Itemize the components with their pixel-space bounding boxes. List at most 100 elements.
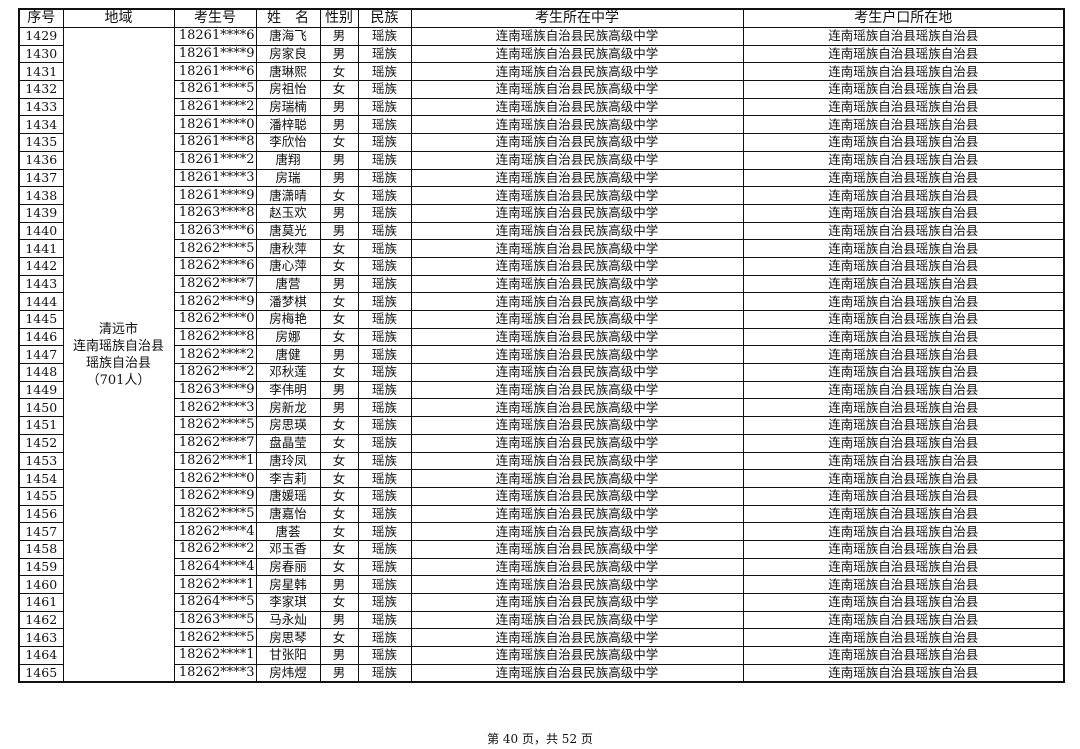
seq-cell: 1435 — [18, 133, 64, 152]
seq-cell: 1456 — [18, 504, 64, 524]
name-cell: 甘张阳 — [255, 646, 321, 665]
ethnicity-cell: 瑶族 — [357, 186, 412, 205]
ethnicity-cell: 瑶族 — [357, 433, 412, 453]
ethnicity-cell: 瑶族 — [357, 416, 412, 435]
residence-cell: 连南瑶族自治县瑶族自治县 — [742, 628, 1065, 648]
name-cell: 赵玉欢 — [255, 203, 321, 223]
seq-cell: 1434 — [18, 115, 64, 135]
region-line1: 清远市 — [98, 321, 138, 337]
name-cell: 李吉莉 — [255, 469, 321, 488]
seq-cell: 1453 — [18, 451, 64, 471]
table-row: 1453 18262****1 唐玲凤女瑶族 连南瑶族自治县民族高级中学 连南瑶族自治县… — [18, 451, 1065, 471]
residence-cell: 连南瑶族自治县瑶族自治县 — [742, 186, 1065, 205]
ethnicity-cell: 瑶族 — [357, 221, 412, 241]
table-row: 1452 18262****7 盘晶莹女瑶族 连南瑶族自治县民族高级中学 连南瑶族自治县… — [18, 433, 1065, 453]
ethnicity-cell: 瑶族 — [357, 80, 412, 99]
gender-cell: 女 — [319, 557, 359, 577]
school-cell: 连南瑶族自治县民族高级中学 — [410, 44, 744, 64]
ethnicity-cell: 瑶族 — [357, 292, 412, 311]
name-cell: 唐琳熙 — [255, 62, 321, 82]
ethnicity-cell: 瑶族 — [357, 628, 412, 648]
exam-id-cell: 18262****2 — [173, 539, 257, 559]
residence-cell: 连南瑶族自治县瑶族自治县 — [742, 97, 1065, 117]
ethnicity-cell: 瑶族 — [357, 97, 412, 117]
school-cell: 连南瑶族自治县民族高级中学 — [410, 150, 744, 170]
exam-id-cell: 18262****9 — [173, 486, 257, 506]
residence-cell: 连南瑶族自治县瑶族自治县 — [742, 44, 1065, 64]
school-cell: 连南瑶族自治县民族高级中学 — [410, 80, 744, 99]
residence-cell: 连南瑶族自治县瑶族自治县 — [742, 522, 1065, 541]
residence-cell: 连南瑶族自治县瑶族自治县 — [742, 150, 1065, 170]
exam-id-cell: 18262****7 — [173, 433, 257, 453]
gender-cell: 男 — [319, 646, 359, 665]
residence-cell: 连南瑶族自治县瑶族自治县 — [742, 221, 1065, 241]
school-cell: 连南瑶族自治县民族高级中学 — [410, 663, 744, 683]
name-cell: 李欣怡 — [255, 133, 321, 152]
gender-cell: 男 — [319, 168, 359, 188]
school-cell: 连南瑶族自治县民族高级中学 — [410, 327, 744, 347]
residence-cell: 连南瑶族自治县瑶族自治县 — [742, 557, 1065, 577]
residence-cell: 连南瑶族自治县瑶族自治县 — [742, 646, 1065, 665]
seq-cell: 1461 — [18, 593, 64, 612]
name-cell: 房娜 — [255, 327, 321, 347]
residence-cell: 连南瑶族自治县瑶族自治县 — [742, 663, 1065, 683]
name-cell: 潘梓聪 — [255, 115, 321, 135]
name-cell: 房新龙 — [255, 398, 321, 418]
exam-id-cell: 18261****3 — [173, 168, 257, 188]
gender-cell: 女 — [319, 433, 359, 453]
gender-cell: 女 — [319, 80, 359, 99]
ethnicity-cell: 瑶族 — [357, 575, 412, 594]
exam-id-cell: 18262****1 — [173, 451, 257, 471]
gender-cell: 男 — [319, 203, 359, 223]
residence-cell: 连南瑶族自治县瑶族自治县 — [742, 398, 1065, 418]
name-cell: 唐媛瑶 — [255, 486, 321, 506]
admission-list-table: 序号 地域 考生号 姓 名 性别 民族 考生所在中学 考生户口所在地 1429 清… — [18, 8, 1065, 684]
ethnicity-cell: 瑶族 — [357, 593, 412, 612]
school-cell: 连南瑶族自治县民族高级中学 — [410, 380, 744, 400]
gender-cell: 女 — [319, 469, 359, 488]
residence-cell: 连南瑶族自治县瑶族自治县 — [742, 486, 1065, 506]
name-cell: 房瑞楠 — [255, 97, 321, 117]
residence-cell: 连南瑶族自治县瑶族自治县 — [742, 327, 1065, 347]
seq-cell: 1457 — [18, 522, 64, 541]
gender-cell: 男 — [319, 663, 359, 683]
ethnicity-cell: 瑶族 — [357, 663, 412, 683]
school-cell: 连南瑶族自治县民族高级中学 — [410, 310, 744, 329]
ethnicity-cell: 瑶族 — [357, 610, 412, 630]
exam-id-cell: 18262****2 — [173, 363, 257, 382]
exam-id-cell: 18261****9 — [173, 186, 257, 205]
table-row: 1438 18261****9 唐潇晴女瑶族 连南瑶族自治县民族高级中学 连南瑶族自治县… — [18, 186, 1065, 205]
ethnicity-cell: 瑶族 — [357, 62, 412, 82]
table-row: 1449 18263****9 李伟明男瑶族 连南瑶族自治县民族高级中学 连南瑶族自治县… — [18, 380, 1065, 400]
ethnicity-cell: 瑶族 — [357, 504, 412, 524]
seq-cell: 1452 — [18, 433, 64, 453]
table-row: 1430 18261****9 房家良男瑶族 连南瑶族自治县民族高级中学 连南瑶族自治县… — [18, 44, 1065, 64]
table-row: 1459 18264****4 房春丽女瑶族 连南瑶族自治县民族高级中学 连南瑶族自治县… — [18, 557, 1065, 577]
school-cell: 连南瑶族自治县民族高级中学 — [410, 256, 744, 276]
gender-cell: 男 — [319, 575, 359, 594]
ethnicity-cell: 瑶族 — [357, 168, 412, 188]
table-row: 1432 18261****5 房祖怡女瑶族 连南瑶族自治县民族高级中学 连南瑶族自治县… — [18, 80, 1065, 99]
ethnicity-cell: 瑶族 — [357, 345, 412, 365]
ethnicity-cell: 瑶族 — [357, 239, 412, 258]
table-row: 1450 18262****3 房新龙男瑶族 连南瑶族自治县民族高级中学 连南瑶族自治县… — [18, 398, 1065, 418]
gender-cell: 女 — [319, 363, 359, 382]
name-cell: 房家良 — [255, 44, 321, 64]
residence-cell: 连南瑶族自治县瑶族自治县 — [742, 256, 1065, 276]
school-cell: 连南瑶族自治县民族高级中学 — [410, 97, 744, 117]
table-row: 1448 18262****2 邓秋莲女瑶族 连南瑶族自治县民族高级中学 连南瑶族自治县… — [18, 363, 1065, 382]
seq-cell: 1465 — [18, 663, 64, 683]
gender-cell: 女 — [319, 593, 359, 612]
table-row: 1436 18261****2 唐翔男瑶族 连南瑶族自治县民族高级中学 连南瑶族自治县瑶… — [18, 150, 1065, 170]
residence-cell: 连南瑶族自治县瑶族自治县 — [742, 380, 1065, 400]
table-row: 1441 18262****5 唐秋萍女瑶族 连南瑶族自治县民族高级中学 连南瑶族自治县… — [18, 239, 1065, 258]
gender-cell: 男 — [319, 345, 359, 365]
name-cell: 唐荟 — [255, 522, 321, 541]
exam-id-cell: 18261****0 — [173, 115, 257, 135]
school-cell: 连南瑶族自治县民族高级中学 — [410, 133, 744, 152]
residence-cell: 连南瑶族自治县瑶族自治县 — [742, 575, 1065, 594]
gender-cell: 男 — [319, 274, 359, 294]
table-row: 1433 18261****2 房瑞楠男瑶族 连南瑶族自治县民族高级中学 连南瑶族自治县… — [18, 97, 1065, 117]
exam-id-cell: 18262****5 — [173, 628, 257, 648]
gender-cell: 女 — [319, 292, 359, 311]
